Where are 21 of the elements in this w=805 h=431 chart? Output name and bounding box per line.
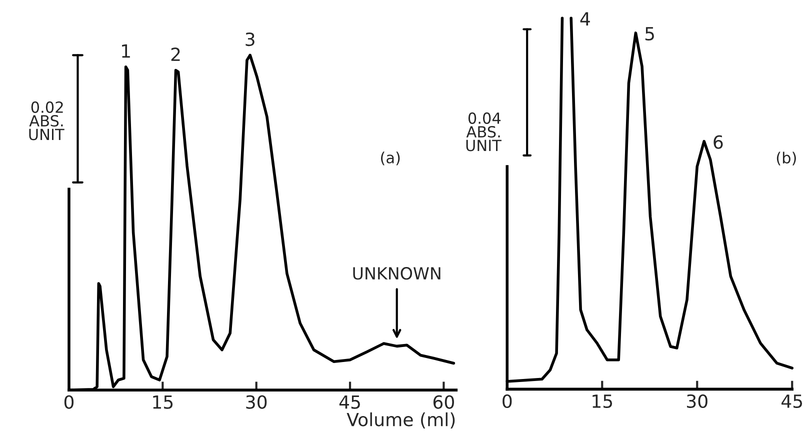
- annotation: (b): [776, 152, 796, 166]
- x-tick-label: 15: [153, 395, 173, 409]
- x-tick-label: 30: [687, 394, 708, 408]
- x-tick-label: 60: [433, 395, 454, 409]
- x-tick-label: 30: [246, 395, 267, 409]
- x-tick-label: 0: [64, 395, 74, 409]
- annotation: 3: [246, 32, 254, 46]
- annotation: 1: [122, 44, 130, 58]
- annotation: 6: [714, 135, 723, 149]
- x-tick-label: 45: [339, 395, 360, 409]
- x-tick-label: 45: [782, 394, 802, 408]
- text: 0.04 ABS. UNIT: [466, 112, 502, 152]
- annotation: 5: [645, 27, 654, 41]
- annotation: 2: [171, 48, 180, 61]
- annotation: (a): [381, 152, 400, 166]
- text: 0.02 ABS. UNIT: [29, 101, 64, 140]
- x-tick-label: 0: [502, 394, 512, 408]
- x-tick-label: 15: [592, 394, 612, 408]
- annotation: 4: [580, 12, 590, 26]
- x-axis-title: Volume (ml): [346, 412, 455, 428]
- annotation: UNKNOWN: [353, 267, 440, 280]
